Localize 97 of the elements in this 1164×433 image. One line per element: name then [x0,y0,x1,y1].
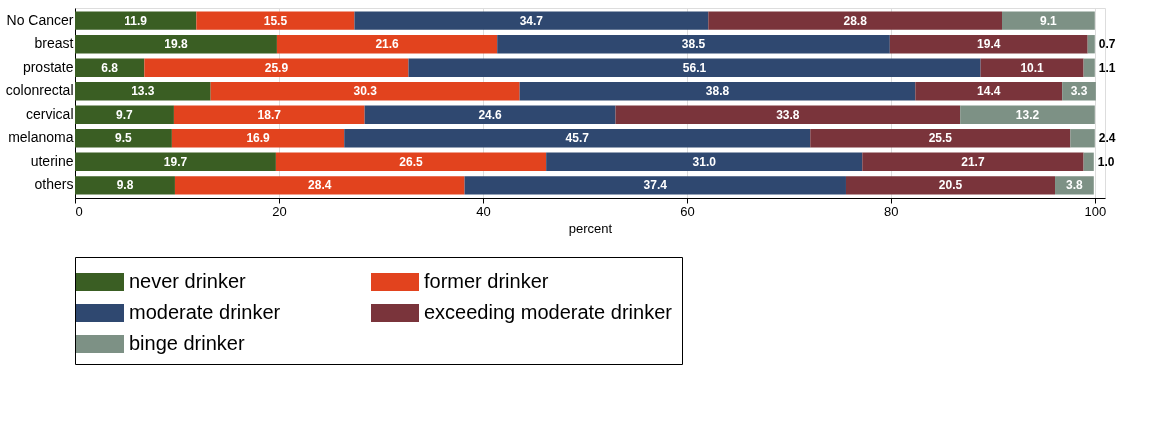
bar [173,105,365,124]
bar [75,176,175,195]
bar [75,35,277,54]
y-tick-label: cervical [26,105,74,122]
bar [708,11,1002,30]
bar [1083,152,1094,171]
bar [1083,58,1095,77]
data-label: 38.8 [705,84,730,99]
legend-label: moderate drinker [129,301,281,323]
data-label: 38.5 [681,37,706,52]
bar [174,176,465,195]
x-tick-label: 60 [680,203,695,219]
bar [1070,129,1095,148]
data-label: 19.8 [164,37,188,52]
data-label: 15.5 [263,13,288,28]
data-label: 9.1 [1040,13,1058,28]
data-label: 56.1 [682,60,707,75]
bar [810,129,1071,148]
data-label: 34.7 [519,13,544,28]
x-tick-label: 20 [272,203,287,219]
data-label: 2.4 [1098,131,1116,146]
bar [75,129,172,148]
bar [464,176,846,195]
x-tick-label: 0 [75,203,83,219]
bar [344,129,811,148]
bar [75,82,211,101]
data-label: 30.3 [353,84,378,99]
y-tick-label: others [34,176,74,193]
bar [75,11,197,30]
bar [546,152,863,171]
data-label: 28.8 [843,13,868,28]
data-label: 9.5 [115,131,133,146]
bar [1087,35,1095,54]
data-label: 28.4 [308,178,332,193]
y-tick-label: colonrectal [5,82,74,99]
data-label: 19.4 [977,37,1001,52]
data-label: 37.4 [643,178,668,193]
bar [75,152,276,171]
x-tick-label: 40 [476,203,491,219]
data-label: 45.7 [565,131,590,146]
data-label: 1.0 [1097,154,1115,169]
data-label: 21.7 [961,154,985,169]
data-label: 18.7 [257,107,282,122]
data-label: 9.7 [116,107,134,122]
data-label: 3.3 [1070,84,1088,99]
bar [862,152,1084,171]
bar [75,105,174,124]
data-label: 3.8 [1066,178,1084,193]
data-label: 14.4 [977,84,1001,99]
y-tick-label: No Cancer [6,11,74,28]
y-tick-label: uterine [30,152,74,169]
data-label: 6.8 [101,60,119,75]
bar [960,105,1095,124]
bar [615,105,961,124]
data-label: 25.9 [264,60,289,75]
y-tick-label: melanoma [8,129,74,146]
legend-label: exceeding moderate drinker [424,301,673,323]
y-tick-label: prostate [22,58,74,75]
data-label: 13.2 [1015,107,1040,122]
bar [364,105,616,124]
legend-label: former drinker [424,270,549,292]
data-label: 0.7 [1098,37,1116,52]
data-label: 19.7 [163,154,188,169]
bar [845,176,1056,195]
bar [889,35,1088,54]
data-label: 11.9 [124,13,148,28]
x-axis-title: percent [568,220,613,236]
bar [408,58,981,77]
data-label: 33.8 [776,107,800,122]
data-label: 26.5 [399,154,424,169]
legend-label: never drinker [129,270,247,292]
data-label: 1.1 [1098,60,1116,75]
data-label: 31.0 [692,154,717,169]
x-tick-label: 80 [884,203,899,219]
data-label: 24.6 [478,107,503,122]
bar [144,58,409,77]
bar [276,35,498,54]
bar [275,152,547,171]
data-label: 21.6 [375,37,400,52]
data-label: 9.8 [116,178,134,193]
y-tick-label: breast [34,35,74,52]
bar [1002,11,1095,30]
data-label: 10.1 [1020,60,1045,75]
bar [354,11,709,30]
data-label: 16.9 [246,131,271,146]
bar [980,58,1084,77]
bar [519,82,916,101]
bar [171,129,345,148]
bar [915,82,1063,101]
x-tick-label: 100 [1084,203,1107,219]
bar [497,35,890,54]
bar [196,11,355,30]
data-label: 13.3 [131,84,155,99]
bar [210,82,520,101]
legend-label: binge drinker [129,332,245,354]
data-label: 25.5 [928,131,953,146]
data-label: 20.5 [938,178,963,193]
